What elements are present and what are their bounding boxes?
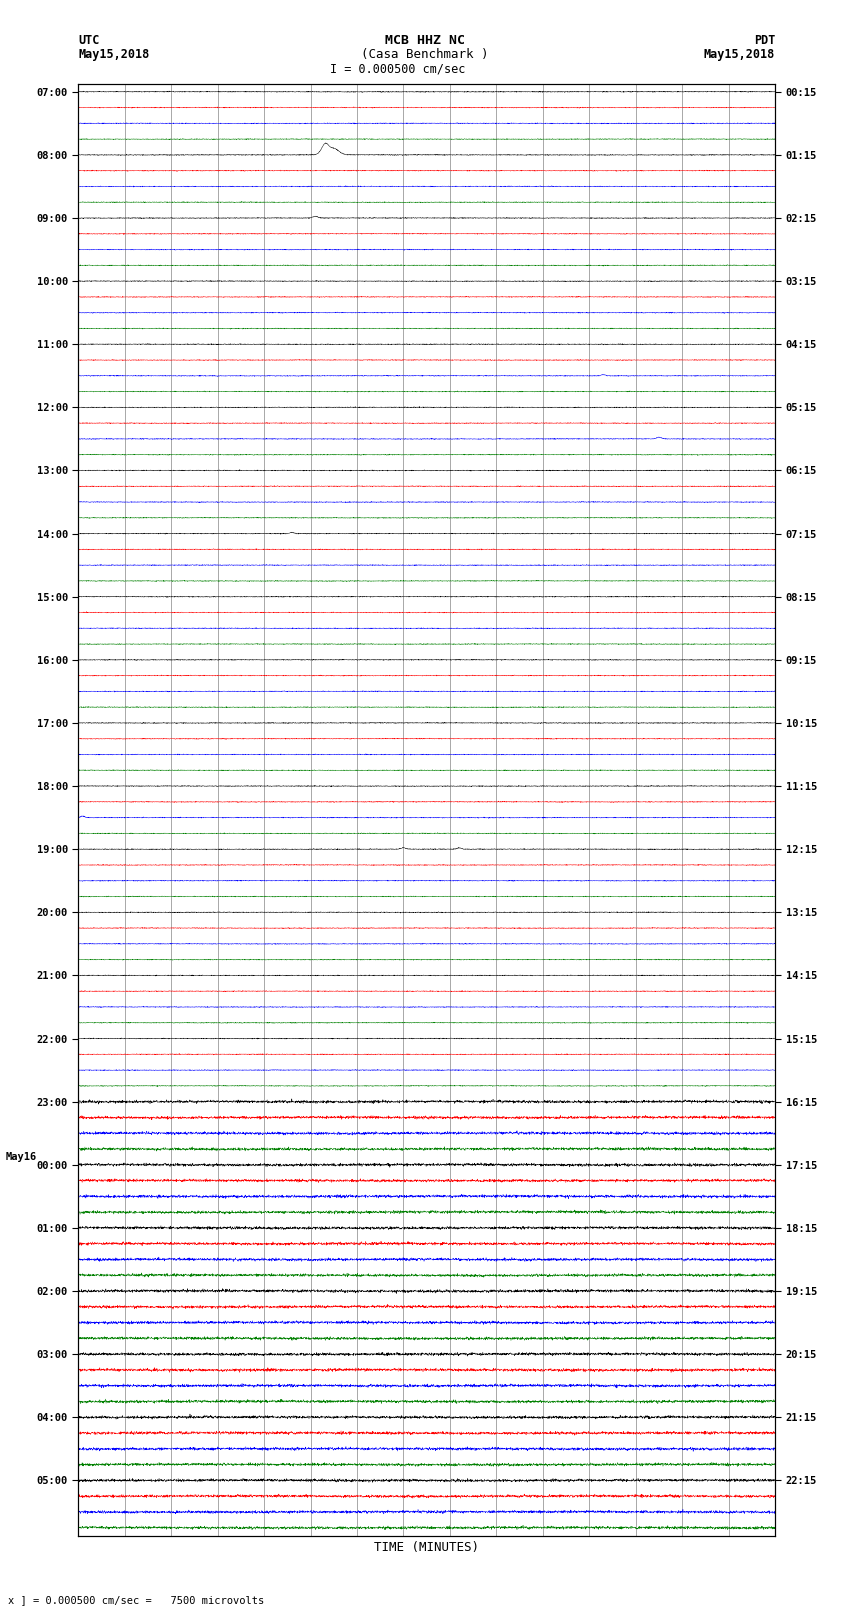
Text: May15,2018: May15,2018 <box>704 48 775 61</box>
Text: May16: May16 <box>5 1152 37 1161</box>
Text: May15,2018: May15,2018 <box>78 48 150 61</box>
Text: MCB HHZ NC: MCB HHZ NC <box>385 34 465 47</box>
Text: x ] = 0.000500 cm/sec =   7500 microvolts: x ] = 0.000500 cm/sec = 7500 microvolts <box>8 1595 264 1605</box>
Text: PDT: PDT <box>754 34 775 47</box>
Text: (Casa Benchmark ): (Casa Benchmark ) <box>361 48 489 61</box>
Text: UTC: UTC <box>78 34 99 47</box>
Text: I = 0.000500 cm/sec: I = 0.000500 cm/sec <box>330 63 466 76</box>
X-axis label: TIME (MINUTES): TIME (MINUTES) <box>374 1540 479 1555</box>
